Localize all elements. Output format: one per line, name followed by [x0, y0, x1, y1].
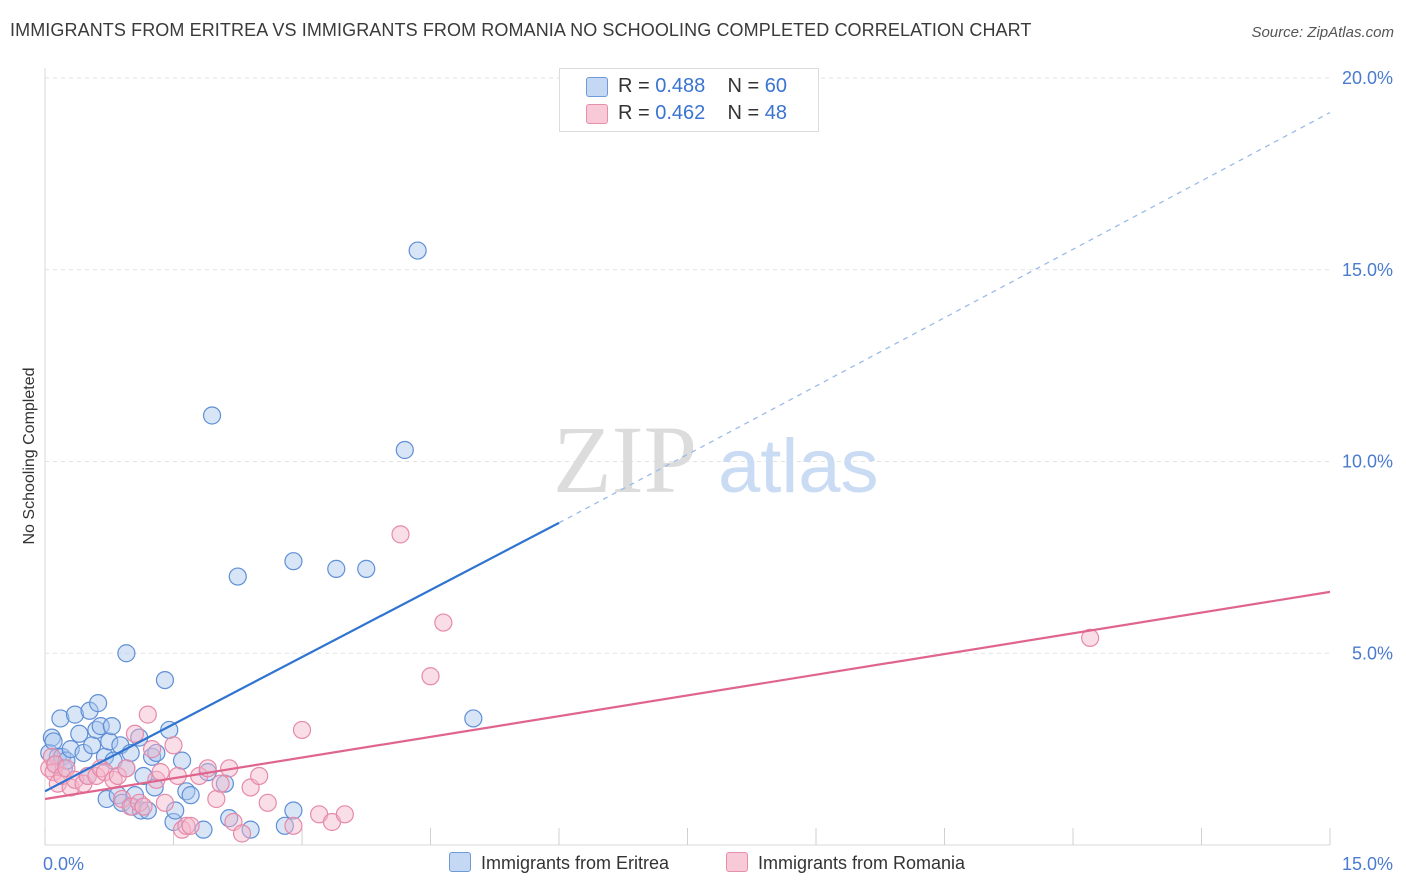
romania-point-50 — [1081, 628, 1100, 648]
chart-title: IMMIGRANTS FROM ERITREA VS IMMIGRANTS FR… — [10, 20, 1032, 40]
legend-eritrea-r-label: R = — [618, 75, 656, 97]
legend-eritrea-r-value: 0.488 — [655, 75, 706, 97]
romania-point-35 — [211, 774, 230, 793]
eritrea-point-20 — [97, 789, 116, 809]
x-tick-labels: 0.0% 15.0% — [43, 854, 1393, 874]
y-tick-label-3: 20.0% — [1342, 68, 1393, 88]
eritrea-point-5 — [51, 709, 70, 728]
eritrea-point-28 — [117, 644, 136, 663]
romania-point-49 — [434, 613, 453, 632]
watermark-zip: ZIP — [553, 406, 697, 513]
romania-point-48 — [421, 667, 440, 686]
legend-stats: R = 0.488 N = 60 R = 0.462 N = 48 — [559, 68, 819, 132]
romania-point-26 — [155, 793, 175, 812]
legend-swatch-eritrea — [586, 77, 608, 97]
bottom-legend-eritrea-label: Immigrants from Eritrea — [481, 853, 670, 873]
y-tick-label-1: 10.0% — [1342, 452, 1393, 472]
trend-lines — [44, 111, 1331, 801]
romania-point-30 — [177, 816, 196, 835]
eritrea-point-60 — [464, 709, 483, 728]
eritrea-point-54 — [284, 552, 303, 571]
bottom-legend-swatch-eritrea — [449, 852, 471, 872]
y-tick-label-0: 5.0% — [1352, 643, 1393, 663]
trend-line-eritrea — [44, 521, 560, 793]
romania-point-43 — [292, 720, 312, 740]
romania-point-22 — [138, 705, 157, 724]
romania-point-38 — [232, 824, 252, 843]
eritrea-point-42 — [166, 801, 185, 820]
y-tick-label-2: 15.0% — [1342, 260, 1393, 280]
watermark: ZIP atlas — [553, 406, 879, 513]
romania-point-25 — [151, 763, 170, 782]
romania-point-18 — [121, 797, 140, 816]
axes — [44, 68, 1331, 846]
romania-point-17 — [117, 759, 136, 778]
x-tick-label-1: 15.0% — [1342, 854, 1393, 874]
romania-point-41 — [258, 793, 277, 812]
grid-lines — [45, 77, 1330, 654]
romania-point-27 — [164, 736, 183, 755]
eritrea-point-59 — [408, 241, 427, 260]
romania-point-46 — [335, 805, 354, 824]
y-tick-labels: 5.0% 10.0% 15.0% 20.0% — [1342, 68, 1393, 663]
bottom-legend-eritrea: Immigrants from Eritrea — [449, 852, 669, 874]
x-tick-label-0: 0.0% — [43, 854, 84, 874]
romania-point-23 — [142, 740, 162, 759]
eritrea-point-22 — [102, 717, 121, 736]
romania-point-47 — [391, 525, 410, 544]
eritrea-point-57 — [357, 559, 376, 578]
series-eritrea-points — [40, 241, 483, 839]
romania-point-42 — [284, 816, 303, 835]
eritrea-point-17 — [89, 694, 108, 713]
legend-eritrea-n-label: N = — [727, 75, 765, 97]
romania-point-21 — [134, 797, 153, 816]
legend-romania-n-label: N = — [727, 102, 765, 124]
eritrea-point-52 — [241, 820, 260, 839]
eritrea-point-11 — [70, 724, 89, 743]
watermark-atlas: atlas — [718, 424, 879, 509]
eritrea-point-43 — [172, 751, 192, 770]
eritrea-point-2 — [44, 732, 63, 751]
romania-point-31 — [181, 816, 200, 835]
bottom-legend-romania-label: Immigrants from Romania — [758, 853, 966, 873]
source-label: Source: ZipAtlas.com — [1251, 24, 1394, 41]
trend-line-romania — [44, 590, 1331, 801]
eritrea-point-10 — [65, 705, 85, 724]
romania-point-40 — [250, 766, 269, 786]
eritrea-point-48 — [202, 406, 222, 425]
bottom-legend-swatch-romania — [726, 852, 748, 872]
legend-romania-r-value: 0.462 — [655, 102, 706, 124]
eritrea-point-45 — [181, 786, 200, 805]
legend-romania-n-value: 48 — [764, 102, 788, 124]
eritrea-point-21 — [100, 732, 119, 751]
eritrea-point-51 — [228, 567, 247, 586]
eritrea-point-55 — [284, 801, 303, 820]
legend-swatch-romania — [586, 104, 608, 124]
legend-romania-r-label: R = — [618, 102, 656, 124]
eritrea-point-39 — [155, 670, 175, 690]
eritrea-point-56 — [327, 559, 346, 578]
romania-point-34 — [207, 789, 226, 809]
romania-point-19 — [125, 724, 145, 743]
romania-point-3 — [46, 755, 65, 774]
legend-eritrea-n-value: 60 — [764, 75, 788, 97]
y-axis-label: No Schooling Completed — [21, 368, 38, 545]
eritrea-point-58 — [395, 440, 414, 460]
bottom-legend-romania: Immigrants from Romania — [726, 852, 965, 874]
